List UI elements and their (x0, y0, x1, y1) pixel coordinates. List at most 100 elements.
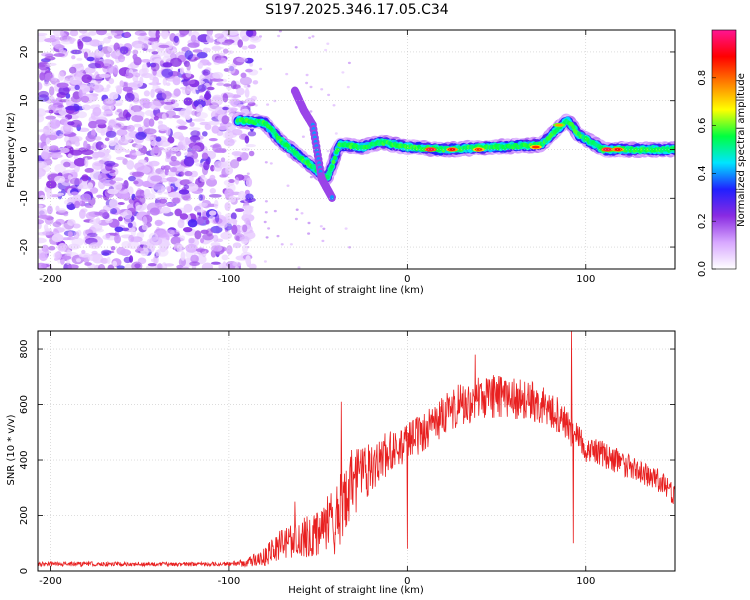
heatmap-cell (158, 32, 171, 37)
heatmap-cell (152, 183, 165, 190)
heatmap-cell (126, 160, 135, 170)
heatmap-cell (206, 178, 217, 187)
heatmap-cell (118, 216, 123, 222)
heatmap-cell (73, 63, 85, 74)
heatmap-cell (95, 141, 105, 151)
heatmap-cell (148, 37, 159, 42)
heatmap-cell (69, 177, 82, 185)
heatmap-cell (267, 227, 271, 230)
heatmap-cell (76, 111, 87, 119)
heatmap-cell (92, 161, 104, 171)
heatmap-cell (294, 217, 298, 221)
heatmap-cell (319, 225, 323, 228)
colorbar-gradient (712, 30, 736, 269)
heatmap-cell (263, 260, 267, 263)
heatmap-cell (83, 51, 88, 59)
heatmap-cell (101, 104, 115, 111)
heatmap-cell (170, 57, 182, 67)
heatmap-cell (204, 91, 210, 101)
heatmap-cell (84, 67, 96, 74)
heatmap-cell (70, 49, 83, 55)
heatmap-cell (183, 227, 193, 233)
heatmap-cell (115, 49, 121, 57)
heatmap-cell (41, 244, 49, 253)
heatmap-cell (332, 104, 336, 107)
y-tick-label: 10 (19, 94, 30, 107)
heatmap-cell (54, 163, 66, 174)
heatmap-cell (245, 68, 253, 73)
heatmap-cell (155, 249, 161, 257)
heatmap-cell (249, 263, 257, 269)
heatmap-cell (44, 53, 54, 58)
heatmap-cell (73, 231, 80, 240)
heatmap-cell (161, 262, 168, 269)
x-tick-label: -200 (39, 274, 62, 285)
heatmap-cell (213, 161, 220, 166)
heatmap-cell (133, 180, 139, 185)
heatmap-cell (247, 44, 257, 49)
heatmap-cell (263, 220, 267, 224)
heatmap-cell (308, 36, 312, 39)
heatmap-cell (220, 231, 232, 240)
heatmap-cell (165, 153, 171, 159)
x-tick-label: -100 (218, 576, 241, 587)
snr-x-axis-label: Height of straight line (km) (288, 585, 424, 596)
heatmap-cell (135, 204, 145, 212)
y-tick-label: 0 (19, 568, 30, 574)
heatmap-cell (50, 99, 56, 104)
heatmap-cell (38, 237, 47, 244)
heatmap-cell (77, 40, 84, 50)
heatmap-hotspot (531, 145, 540, 149)
heatmap-cell (59, 30, 65, 37)
heatmap-cell (269, 162, 273, 165)
heatmap-cell (238, 190, 246, 201)
heatmap-cell (242, 244, 248, 254)
heatmap-cell (211, 261, 221, 265)
heatmap-cell (90, 187, 99, 194)
heatmap-cell (136, 247, 144, 252)
heatmap-cell (49, 119, 61, 129)
heatmap-cell (225, 218, 238, 224)
heatmap-cell (207, 120, 220, 126)
heatmap-cell (176, 144, 186, 150)
heatmap-cell (221, 115, 230, 125)
heatmap-cell (96, 194, 103, 198)
heatmap-cell (57, 104, 65, 108)
heatmap-cell (71, 191, 79, 196)
heatmap-cell (166, 229, 175, 237)
heatmap-cell (202, 131, 208, 137)
heatmap-cell (67, 219, 76, 226)
heatmap-cell (92, 151, 100, 159)
heatmap-cell (326, 149, 330, 153)
heatmap-cell (131, 261, 143, 269)
heatmap-cell (58, 86, 70, 96)
heatmap-cell (89, 218, 102, 225)
heatmap-hotspot (426, 148, 435, 151)
heatmap-cell (112, 122, 125, 129)
heatmap-cell (94, 136, 102, 141)
heatmap-cell (95, 51, 105, 57)
heatmap-cell (84, 168, 94, 173)
heatmap-cell (150, 62, 160, 72)
heatmap-cell (190, 34, 197, 43)
heatmap-cell (91, 250, 98, 255)
heatmap-cell (134, 43, 145, 50)
heatmap-cell (325, 174, 330, 180)
heatmap-cell (247, 84, 251, 88)
heatmap-cell (42, 230, 54, 236)
heatmap-y-ticks: -20 -10 0 10 20 (19, 46, 675, 255)
heatmap-cell (69, 37, 75, 44)
heatmap-cell (65, 140, 72, 149)
heatmap-cell (46, 62, 57, 66)
heatmap-cell (46, 189, 53, 199)
heatmap-cell (104, 149, 111, 154)
heatmap-cell (87, 232, 98, 238)
heatmap-cell (215, 59, 224, 64)
heatmap-cell (132, 53, 138, 61)
heatmap-cell (166, 202, 175, 208)
heatmap-cell (168, 191, 182, 198)
heatmap-cell (327, 93, 331, 97)
heatmap-cell (117, 54, 126, 63)
heatmap-cell (208, 38, 215, 43)
heatmap-cell (127, 241, 141, 250)
